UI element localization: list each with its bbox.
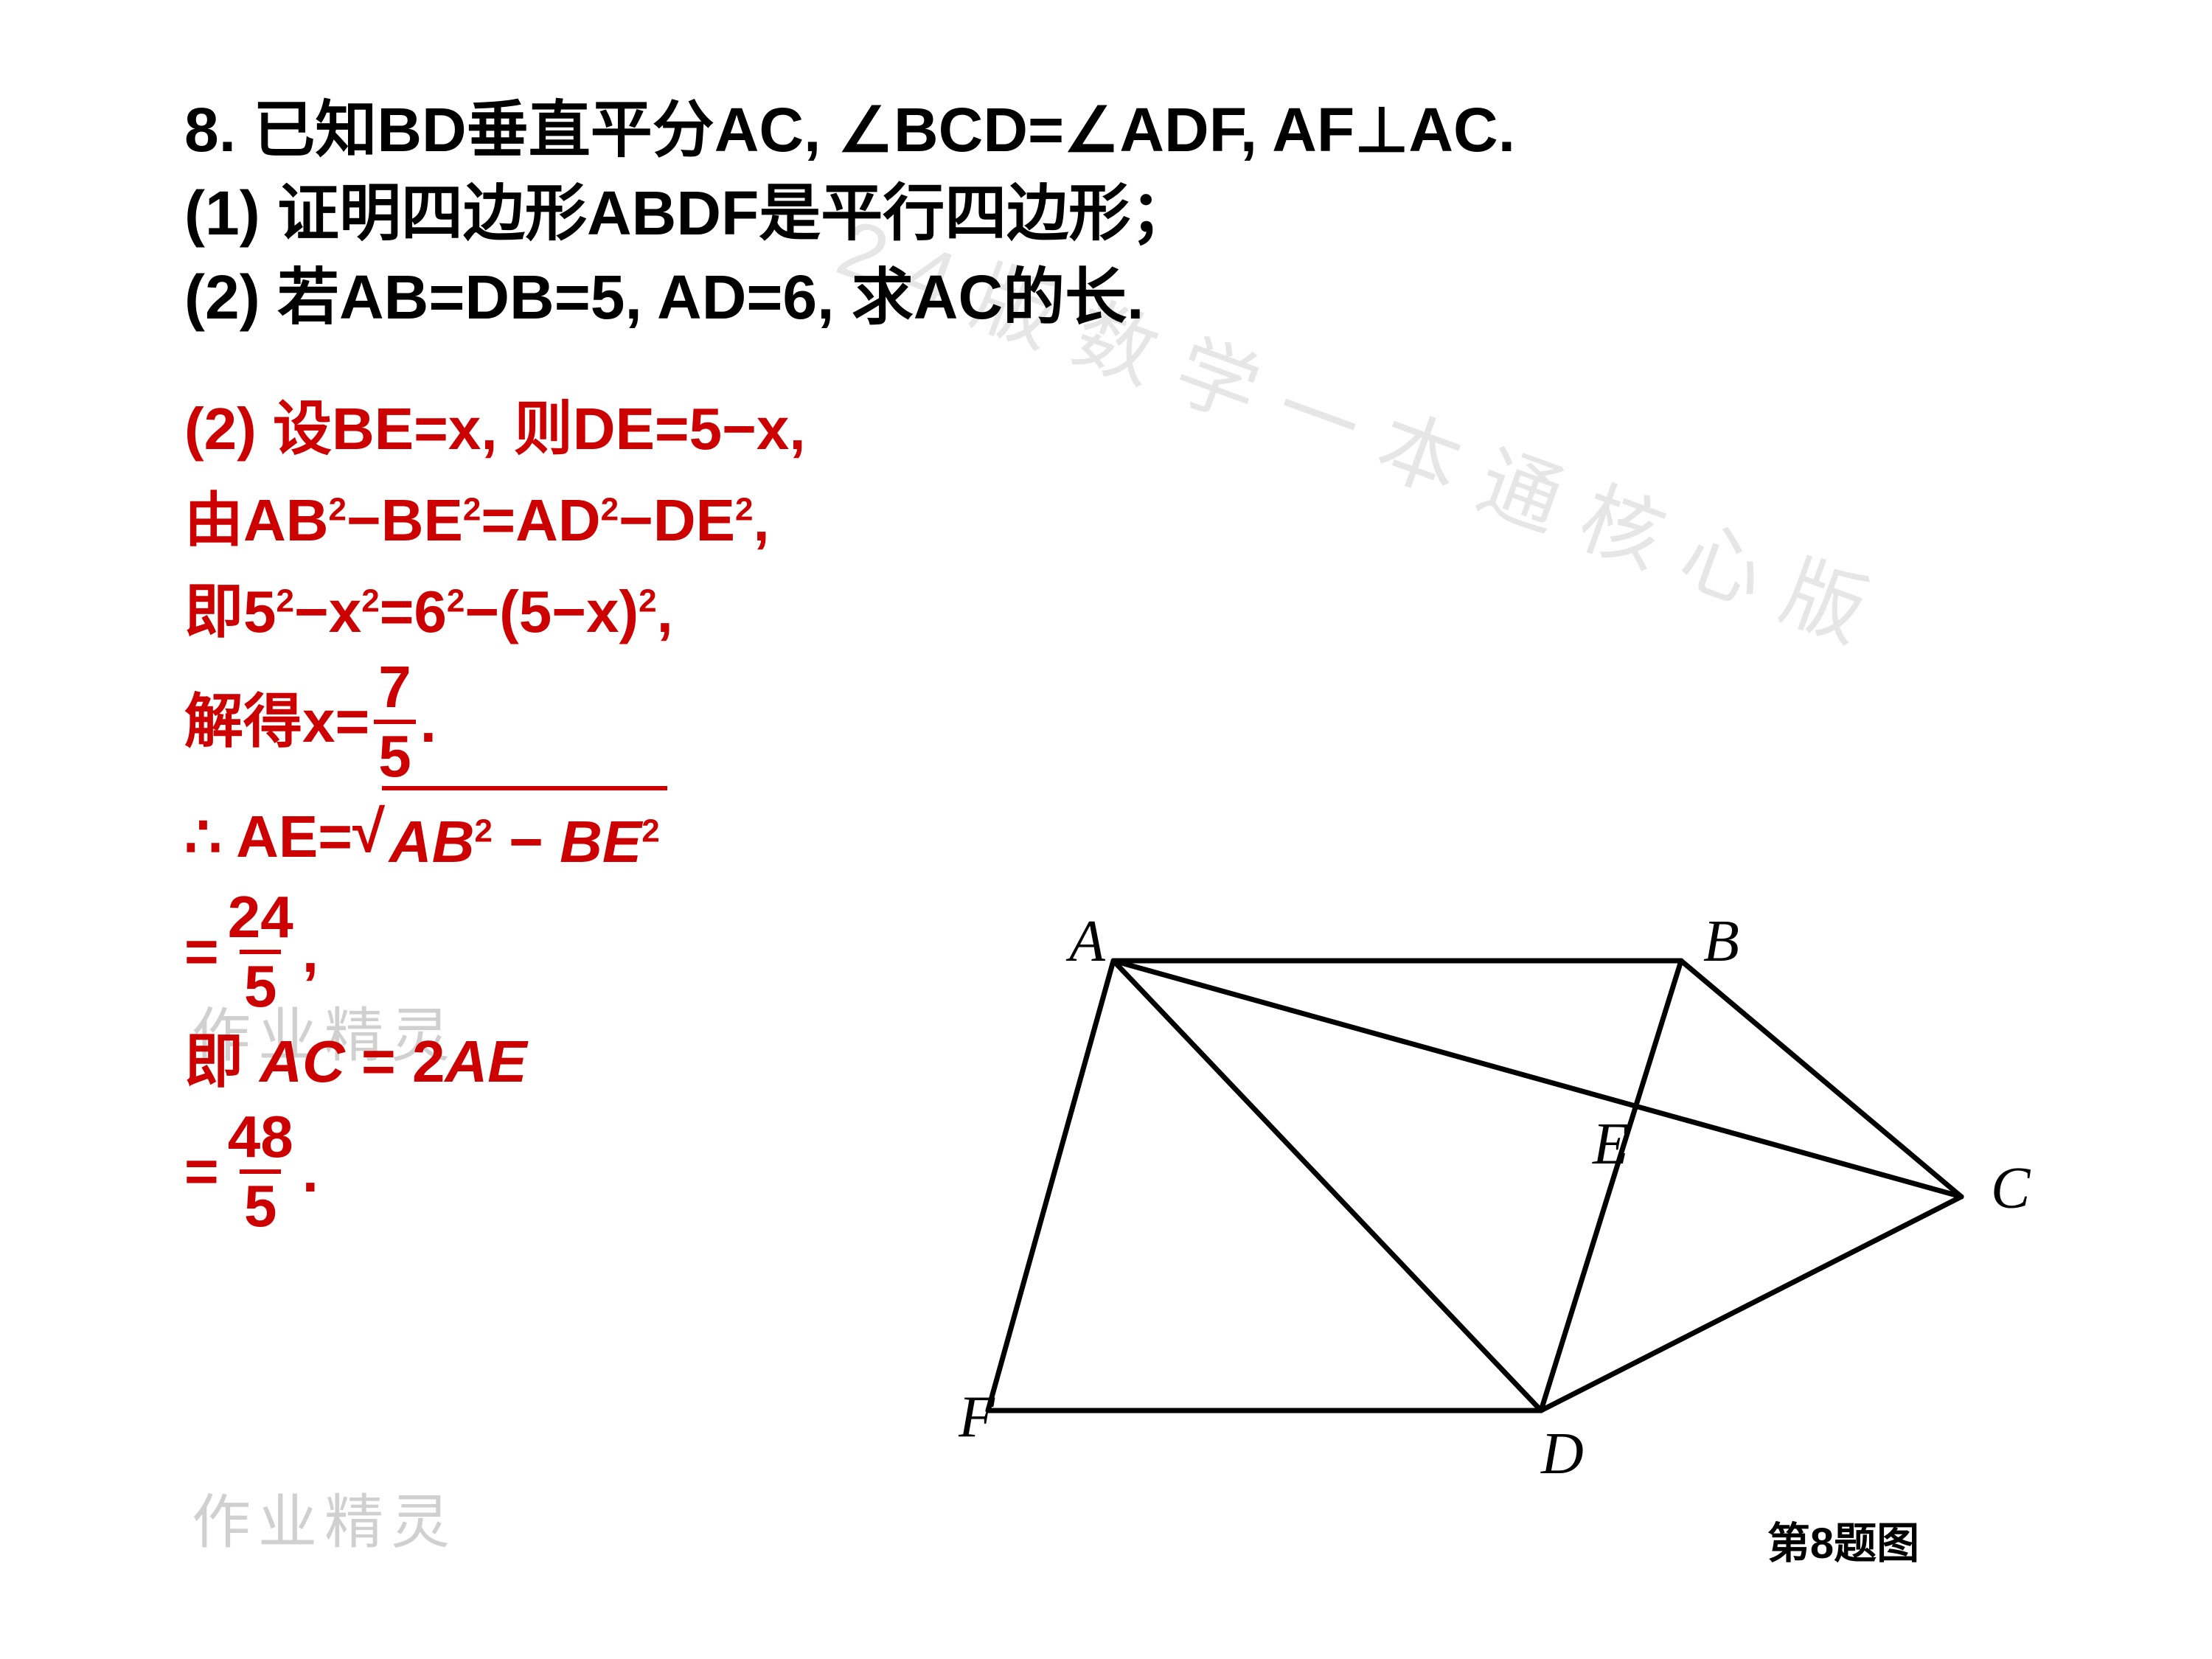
point-label-B: B [1703,909,1739,974]
numerator: 48 [223,1107,298,1169]
fraction-48-5: 48 5 [223,1107,298,1236]
watermark-text: 作业精灵 [192,1475,457,1560]
fraction-24-5: 24 5 [223,888,298,1016]
fraction-7-5: 7 5 [374,658,416,786]
radical-sign: √ [352,786,385,888]
numerator: 7 [374,658,416,720]
text: ∴ AE= [184,791,352,883]
edge-AC [1113,961,1961,1197]
square-root: √ AB2 − BE2 [352,786,667,888]
edge-AD [1113,961,1541,1411]
geometry-svg: A B C D E F [959,872,2065,1499]
denominator: 5 [240,950,282,1016]
problem-line-1: 8. 已知BD垂直平分AC, ∠BCD=∠ADF, AF⊥AC. [184,88,2065,172]
text: , [302,906,319,998]
solution-line-4: 解得x= 7 5 . [184,658,2065,786]
text: . [420,676,437,768]
figure-caption: 第8题图 [959,1509,2065,1571]
point-label-E: E [1592,1112,1629,1177]
geometry-figure: A B C D E F 第8题图 [959,872,2065,1571]
denominator: 5 [240,1169,282,1236]
numerator: 24 [223,888,298,950]
text: = [184,1126,219,1217]
text: . [302,1126,319,1217]
problem-line-2: (1) 证明四边形ABDF是平行四边形； [184,172,2065,255]
problem-stem: 8. 已知BD垂直平分AC, ∠BCD=∠ADF, AF⊥AC. (1) 证明四… [184,88,2065,339]
solution-line-2: 由AB2−BE2=AD2−DE2, [184,475,2065,566]
text: 解得x= [184,676,369,768]
point-label-F: F [959,1385,995,1450]
edge-FA [988,961,1113,1411]
point-label-D: D [1540,1422,1584,1486]
denominator: 5 [374,720,416,786]
edge-CD [1541,1197,1961,1411]
edge-BC [1681,961,1961,1197]
problem-line-3: (2) 若AB=DB=5, AD=6, 求AC的长. [184,256,2065,339]
edge-BD [1541,961,1681,1411]
radicand: AB2 − BE2 [382,786,667,888]
solution-line-1: (2) 设BE=x, 则DE=5−x, [184,383,2065,475]
point-label-A: A [1065,909,1106,974]
point-label-C: C [1991,1156,2031,1221]
text: = [184,906,219,998]
solution-line-3: 即52−x2=62−(5−x)2, [184,566,2065,658]
